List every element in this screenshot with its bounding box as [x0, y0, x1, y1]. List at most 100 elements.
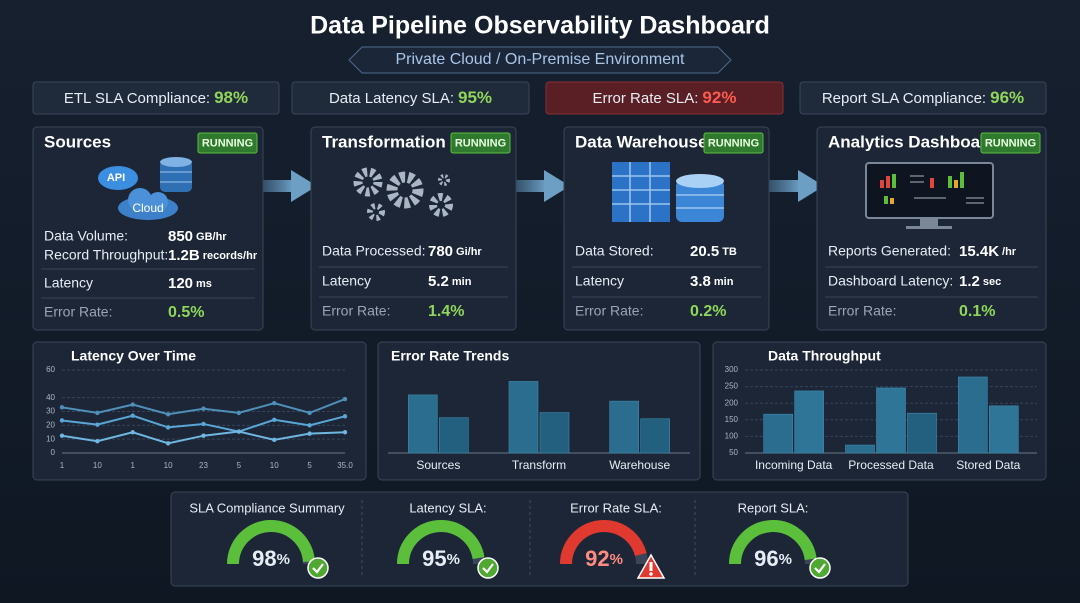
sla-badge-text: Error Rate SLA: 92% [593, 88, 737, 107]
metric-value: 20.5 TB [690, 243, 737, 260]
gauge-number: 98 [252, 546, 276, 571]
metric-number: 1.2B [168, 247, 200, 264]
stage-card [563, 126, 770, 331]
x-tick-label: Stored Data [956, 458, 1020, 472]
x-tick-label: 10 [93, 461, 102, 470]
line-point [342, 414, 348, 419]
line-point [95, 422, 100, 427]
x-tick-label: 1 [131, 461, 136, 470]
metric-label: Latency [44, 275, 93, 291]
x-tick-label: 5 [307, 461, 312, 470]
y-tick-label: 30 [46, 407, 55, 416]
x-tick-label: 10 [164, 461, 173, 470]
bar [876, 387, 906, 454]
sla-summary-panel [170, 491, 909, 587]
bar [958, 376, 988, 454]
sla-badge-label: ETL SLA Compliance: [64, 90, 210, 107]
gauge-unit: % [779, 551, 792, 568]
line-point [342, 396, 348, 402]
metric-label: Error Rate: [322, 303, 390, 319]
x-tick-label: Processed Data [848, 458, 934, 472]
gauge-title: Latency SLA: [409, 500, 486, 515]
metric-value: 0.5% [168, 304, 204, 321]
line-point [59, 433, 65, 438]
chart-title: Latency Over Time [71, 348, 196, 364]
metric-unit: TB [722, 246, 737, 258]
x-tick-label: 1 [60, 461, 65, 470]
x-tick-label: 23 [199, 461, 208, 470]
metric-unit: records/hr [203, 250, 258, 262]
metric-number: 5.2 [428, 273, 449, 290]
metric-unit: sec [983, 276, 1001, 288]
line-point [165, 412, 171, 417]
stage-title: Data Warehouse [575, 132, 708, 151]
metric-value: 850 GB/hr [168, 228, 227, 245]
gauge-value: 98% [252, 546, 290, 571]
sla-badge-label: Error Rate SLA: [593, 90, 699, 107]
stage-title: Sources [44, 132, 111, 151]
sla-badge-value: 92% [702, 88, 736, 107]
y-tick-label: 300 [725, 365, 739, 374]
metric-value: 0.1% [959, 303, 995, 320]
bar [845, 444, 875, 454]
page-title: Data Pipeline Observability Dashboard [310, 12, 770, 40]
x-tick-label: Sources [416, 458, 460, 472]
sla-badge [291, 81, 530, 115]
metric-number: 0.2% [690, 303, 726, 320]
warning-mark [649, 562, 653, 571]
metric-value: 1.2 sec [959, 273, 1001, 290]
metric-unit: Gi/hr [456, 246, 482, 258]
line-point [130, 402, 135, 407]
metric-label: Error Rate: [828, 303, 896, 319]
metric-value: 0.2% [690, 303, 726, 320]
metric-value: 1.2B records/hr [168, 247, 258, 264]
bar [907, 412, 937, 454]
bar [408, 394, 438, 454]
x-tick-label: Transform [512, 458, 566, 472]
metric-number: 850 [168, 228, 193, 245]
y-tick-label: 150 [725, 415, 739, 424]
line-point [236, 429, 242, 434]
check-mark [482, 563, 494, 574]
metric-number: 0.5% [168, 304, 204, 321]
status-badge [197, 132, 258, 154]
metric-label: Reports Generated: [828, 243, 951, 259]
sla-badge-label: Report SLA Compliance: [822, 90, 986, 107]
metric-label: Error Rate: [44, 304, 112, 320]
sla-badge-text: Data Latency SLA: 95% [329, 88, 492, 107]
metric-unit: min [714, 276, 734, 288]
metric-number: 15.4K [959, 243, 999, 260]
status-text: RUNNING [985, 137, 1036, 149]
metric-value: 15.4K/hr [959, 243, 1017, 260]
status-text: RUNNING [708, 137, 759, 149]
icon-label: Cloud [132, 201, 163, 215]
gauge-arc [227, 520, 315, 565]
metric-label: Data Processed: [322, 243, 426, 259]
metric-value: 780 Gi/hr [428, 243, 482, 260]
x-tick-label: 10 [270, 461, 279, 470]
metric-unit: min [452, 276, 472, 288]
subtitle: Private Cloud / On-Premise Environment [396, 51, 686, 68]
line-point [59, 418, 65, 423]
status-badge [450, 132, 511, 154]
sources-icon: API Cloud [98, 157, 192, 220]
gauge-value: 96% [754, 546, 792, 571]
line-point [130, 413, 135, 418]
stage-card [310, 126, 517, 331]
metric-label: Data Volume: [44, 228, 128, 244]
metric-label: Error Rate: [575, 303, 643, 319]
icon-label: API [107, 172, 125, 184]
gauge-value: 92% [585, 546, 623, 571]
gauge-title: SLA Compliance Summary [189, 500, 345, 515]
stage-title: Transformation [322, 132, 446, 151]
y-tick-label: 60 [46, 365, 55, 374]
sla-badge-text: ETL SLA Compliance: 98% [64, 88, 248, 107]
line-point [307, 423, 312, 428]
line-point [272, 401, 277, 406]
sla-badge [32, 81, 280, 115]
check-icon [809, 557, 831, 579]
y-tick-label: 0 [51, 448, 56, 457]
line-point [342, 430, 348, 435]
